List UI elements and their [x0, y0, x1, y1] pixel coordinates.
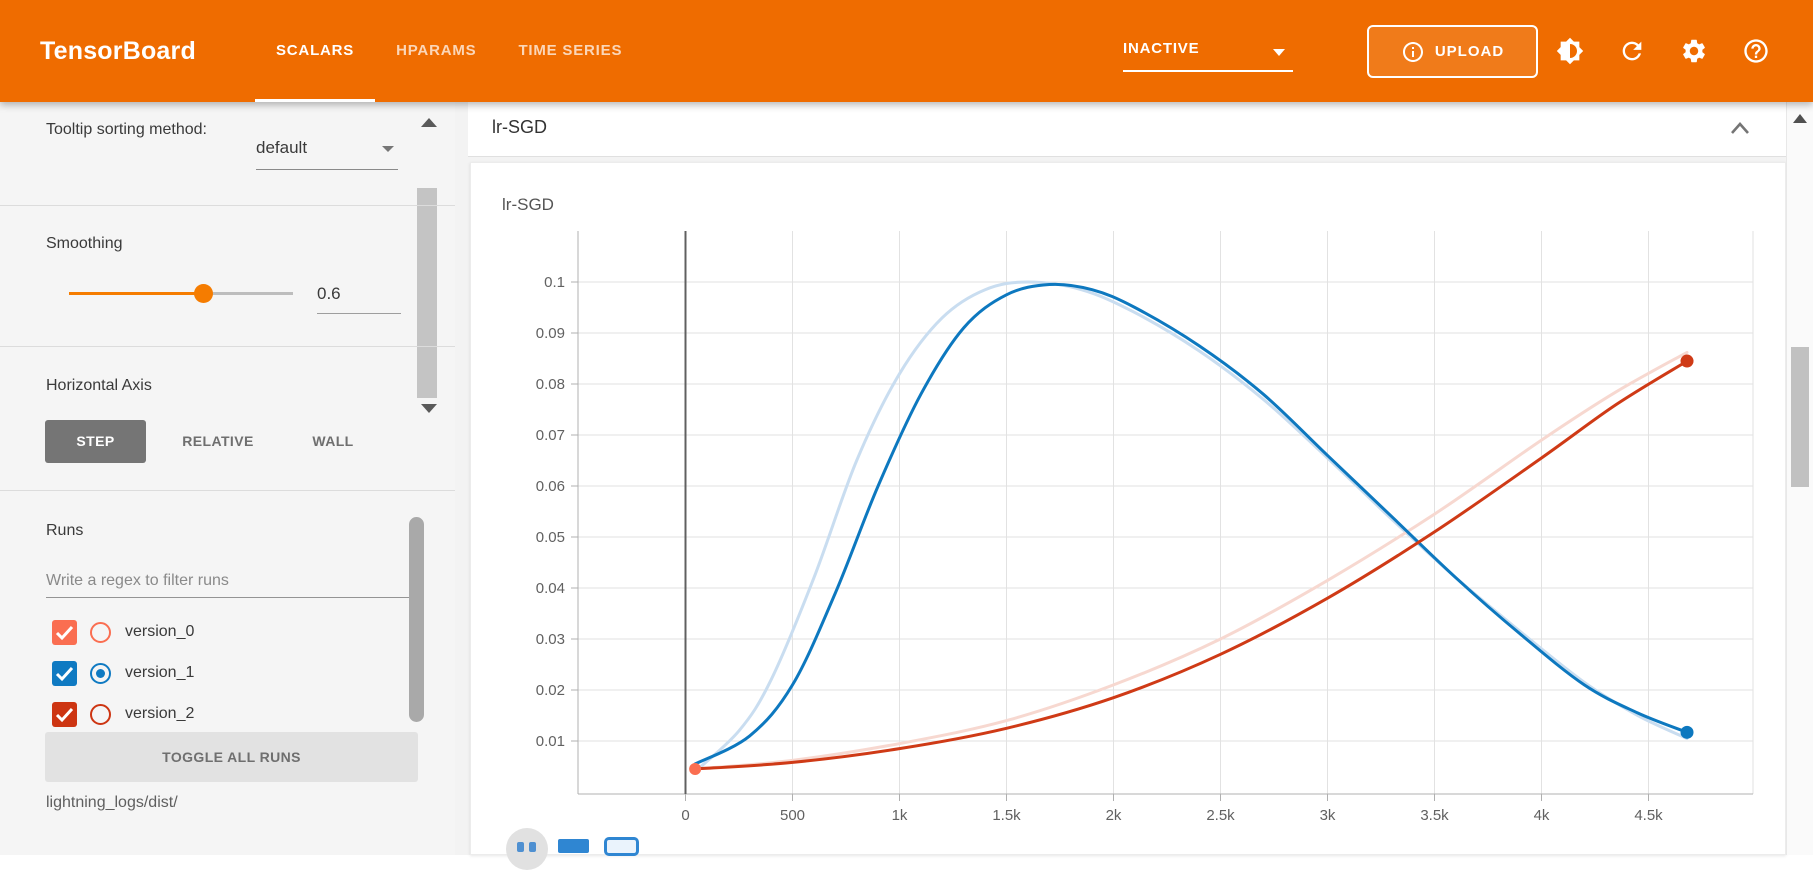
- tab-time-series[interactable]: TIME SERIES: [518, 42, 623, 59]
- app-header: TensorBoard SCALARS HPARAMS TIME SERIES IN…: [0, 0, 1813, 102]
- marker-version-1-end[interactable]: [1680, 725, 1694, 739]
- header-icon-group: [1556, 0, 1770, 102]
- x-tick-label: 500: [780, 807, 805, 824]
- x-tick-label: 2k: [1106, 807, 1122, 824]
- y-tick-label: 0.08: [536, 376, 565, 393]
- y-tick-label: 0.06: [536, 478, 565, 495]
- chevron-up-icon[interactable]: [1727, 116, 1753, 142]
- expand-chart-icon[interactable]: [558, 839, 589, 853]
- help-icon[interactable]: [1742, 37, 1770, 65]
- x-tick-label: 1.5k: [992, 807, 1021, 824]
- chevron-down-icon: [1273, 49, 1285, 56]
- scalar-group-title: lr-SGD: [492, 117, 547, 137]
- chart-card: lr-SGD 0.1 0.09 0.08 0.07 0.06 0.05 0.04 0.03 0.0…: [470, 162, 1787, 870]
- axis-option-relative[interactable]: RELATIVE: [182, 433, 254, 449]
- marker-version-0-point[interactable]: [689, 763, 702, 776]
- x-tick-label: 1k: [892, 807, 908, 824]
- x-tick-label: 3.5k: [1420, 807, 1449, 824]
- run-radio[interactable]: [90, 622, 111, 643]
- run-checkbox[interactable]: [52, 702, 77, 727]
- y-tick-label: 0.02: [536, 682, 565, 699]
- run-row-version_1[interactable]: version_1: [0, 653, 400, 693]
- lr-sgd-chart[interactable]: lr-SGD 0.1 0.09 0.08 0.07 0.06 0.05 0.04 0.03 0.0…: [471, 163, 1787, 856]
- x-tick-label: 4k: [1534, 807, 1550, 824]
- run-checkbox[interactable]: [52, 661, 77, 686]
- sidebar-scroll-down-arrow[interactable]: [421, 404, 437, 413]
- smoothing-slider[interactable]: [69, 284, 293, 303]
- x-tick-label: 4.5k: [1634, 807, 1663, 824]
- run-selector-icon[interactable]: [506, 828, 548, 870]
- page-scroll-up-arrow[interactable]: [1793, 114, 1807, 123]
- tab-scalars[interactable]: SCALARS: [255, 0, 376, 102]
- app-title[interactable]: TensorBoard: [40, 37, 196, 65]
- page-scrollbar: [1786, 102, 1813, 855]
- divider: [0, 346, 455, 347]
- series-version-1-smoothed-[interactable]: [693, 282, 1689, 766]
- y-tick-label: 0.09: [536, 325, 565, 342]
- divider: [0, 205, 455, 206]
- run-name: version_2: [125, 705, 195, 722]
- tooltip-sorting-dropdown[interactable]: default: [256, 130, 398, 170]
- status-dropdown[interactable]: INACTIVE: [1123, 36, 1293, 72]
- y-tick-label: 0.01: [536, 733, 565, 750]
- axis-option-step[interactable]: STEP: [45, 420, 146, 463]
- tab-hparams[interactable]: HPARAMS: [396, 42, 477, 59]
- sidebar-scroll-up-arrow[interactable]: [421, 118, 437, 127]
- brightness-icon[interactable]: [1556, 37, 1584, 65]
- run-checkbox[interactable]: [52, 620, 77, 645]
- run-row-version_0[interactable]: version_0: [0, 612, 400, 652]
- series-version-1-unsmoothed-[interactable]: [693, 280, 1689, 774]
- tooltip-sorting-value: default: [256, 138, 308, 157]
- sidebar: Tooltip sorting method: default Smoothin…: [0, 102, 455, 855]
- y-tick-label: 0.1: [544, 274, 565, 291]
- chart-title: lr-SGD: [502, 195, 554, 214]
- scalar-group-header[interactable]: lr-SGD: [468, 102, 1786, 157]
- y-tick-label: 0.04: [536, 580, 565, 597]
- settings-icon[interactable]: [1680, 37, 1708, 65]
- log-directory-label: lightning_logs/dist/: [46, 794, 178, 811]
- refresh-icon[interactable]: [1618, 37, 1646, 65]
- sidebar-scrollbar-thumb[interactable]: [417, 188, 437, 398]
- x-tick-label: 3k: [1320, 807, 1336, 824]
- x-tick-label: 2.5k: [1206, 807, 1235, 824]
- toggle-all-runs-button[interactable]: TOGGLE ALL RUNS: [45, 732, 418, 782]
- chevron-down-icon: [382, 146, 394, 152]
- x-tick-label: 0: [681, 807, 689, 824]
- runs-filter-input[interactable]: [46, 564, 420, 598]
- y-tick-label: 0.03: [536, 631, 565, 648]
- page-scrollbar-thumb[interactable]: [1791, 347, 1809, 487]
- main-content: lr-SGD lr-SGD 0.1 0.09 0.08 0.07 0.06 0.05 0.04…: [455, 102, 1813, 870]
- runs-label: Runs: [46, 522, 84, 539]
- upload-button-label: UPLOAD: [1434, 43, 1505, 60]
- run-radio[interactable]: [90, 704, 111, 725]
- y-tick-label: 0.05: [536, 529, 565, 546]
- info-icon: [1402, 41, 1423, 62]
- smoothing-value-field[interactable]: 0.6: [317, 278, 401, 314]
- y-tick-label: 0.07: [536, 427, 565, 444]
- series-version-2-unsmoothed-[interactable]: [693, 350, 1689, 771]
- marker-version-2-end[interactable]: [1680, 354, 1694, 368]
- run-radio[interactable]: [90, 663, 111, 684]
- axis-option-wall[interactable]: WALL: [312, 433, 354, 449]
- pin-chart-icon[interactable]: [604, 837, 639, 856]
- tooltip-sorting-label: Tooltip sorting method:: [46, 121, 207, 138]
- smoothing-label: Smoothing: [46, 235, 123, 252]
- run-row-version_2[interactable]: version_2: [0, 694, 400, 734]
- horizontal-axis-label: Horizontal Axis: [46, 377, 152, 394]
- smoothing-slider-fill: [69, 292, 204, 295]
- run-name: version_1: [125, 664, 195, 681]
- divider: [0, 490, 455, 491]
- tab-bar: SCALARS HPARAMS TIME SERIES: [255, 0, 643, 102]
- upload-button[interactable]: UPLOAD: [1367, 25, 1538, 78]
- series-version-2-smoothed-[interactable]: [693, 359, 1689, 771]
- runs-scrollbar-thumb[interactable]: [409, 517, 424, 722]
- run-name: version_0: [125, 623, 195, 640]
- status-dropdown-value: INACTIVE: [1123, 40, 1200, 57]
- smoothing-slider-thumb[interactable]: [193, 284, 213, 303]
